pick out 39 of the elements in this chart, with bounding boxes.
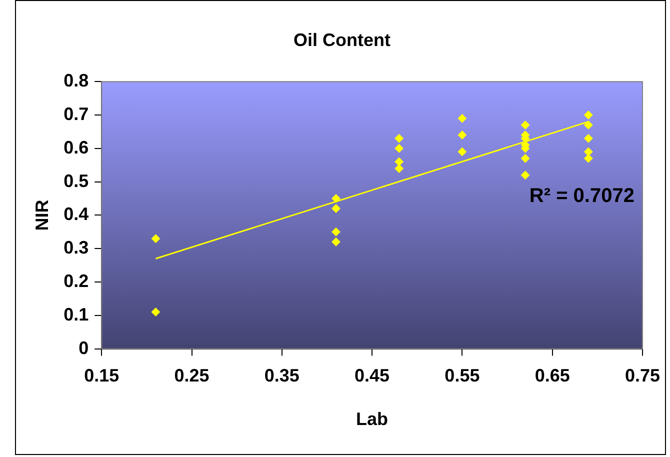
y-tick-label: 0.5 [64,170,89,191]
point [520,154,530,163]
point [584,147,593,156]
x-tick-label: 0.25 [174,366,210,386]
y-tick-label: 0.6 [64,137,89,158]
point [584,120,593,130]
point [520,170,530,180]
x-tick-label: 0.45 [354,366,390,386]
point [151,308,160,317]
y-tick-label: 0.3 [64,238,89,258]
x-tick-label: 0.65 [534,366,570,386]
point [331,194,340,203]
point [458,130,467,140]
y-tick-label: 0.7 [64,104,89,124]
chart-title: Oil Content [294,30,390,50]
point [584,110,593,120]
y-tick-label: 0.1 [64,304,89,324]
point [458,147,467,156]
point [331,237,340,246]
y-tick-label: 0.4 [64,204,89,224]
x-axis-title: Lab [356,409,388,430]
point [394,157,404,166]
x-tick-label: 0.75 [624,366,660,386]
x-tick-label: 0.35 [264,366,300,386]
y-tick-label: 0.2 [64,270,89,291]
x-tick-label: 0.15 [84,366,120,386]
point [331,227,340,236]
point [394,134,404,143]
point [584,134,593,143]
y-axis-title: NIR [32,200,52,231]
point [394,144,404,153]
point [458,114,467,123]
annotation: R² = 0.7072 [529,185,634,208]
point [331,204,340,214]
y-tick-label: 0.8 [64,70,89,91]
point [151,234,160,244]
y-tick-label: 0 [78,338,89,358]
x-tick-label: 0.55 [444,366,480,386]
point [520,120,530,130]
